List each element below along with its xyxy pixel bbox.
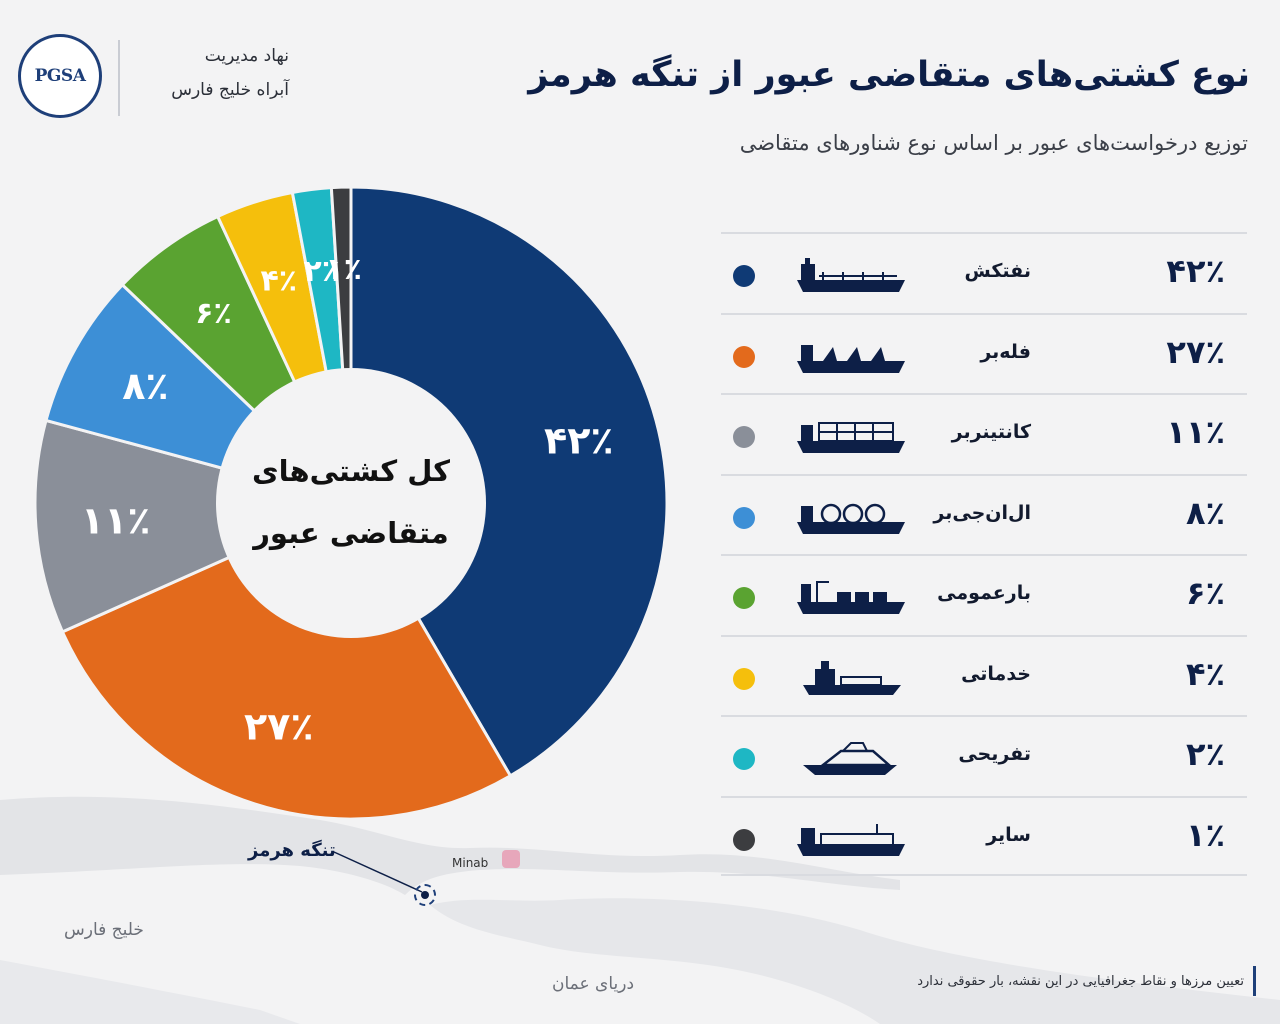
legend-row: فله‌بر ۲۷٪ (721, 312, 1247, 394)
strait-marker-icon (414, 884, 436, 906)
chart-subtitle: توزیع درخواست‌های عبور بر اساس نوع شناور… (739, 131, 1248, 155)
legend-dot (733, 667, 755, 690)
slice-value-label: ۴٪ (260, 263, 297, 298)
slice-value-label: ۲٪ (303, 254, 340, 289)
logo-text: PGSA (34, 66, 86, 86)
organization-name-line1: نهاد مدیریت (204, 46, 289, 66)
logo-divider (118, 40, 120, 116)
legend-row: کانتینربر ۱۱٪ (721, 393, 1247, 474)
disclaimer-bar (1253, 966, 1256, 996)
legend-dot (733, 345, 755, 368)
general-cargo-icon (797, 581, 905, 614)
legend-value: ۴۲٪ (1166, 252, 1225, 290)
legend-dot (733, 587, 755, 609)
strait-label: تنگه هرمز (248, 840, 336, 861)
legend-value: ۱۱٪ (1166, 413, 1225, 451)
bulk-carrier-icon (797, 344, 905, 373)
legend-value: ۶٪ (1185, 574, 1225, 612)
legend-label: کانتینربر (951, 421, 1031, 443)
legend-label: بارعمومی (937, 582, 1031, 604)
land-south (430, 898, 1280, 1024)
legend-dot (733, 828, 755, 851)
land-west (0, 960, 300, 1024)
center-label-line1: کل کشتی‌های (252, 454, 450, 488)
legend-value: ۸٪ (1185, 493, 1225, 532)
legend-value: ۲۷٪ (1166, 332, 1225, 371)
yacht-icon (803, 742, 897, 775)
legend-label: فله‌بر (980, 340, 1031, 363)
legend-dot (733, 426, 755, 448)
strait-leader-line (333, 851, 423, 893)
legend: نفتکش ۴۲٪ فله‌بر ۲۷٪ کانتینربر ۱۱٪ (721, 232, 1247, 876)
legend-value: ۱٪ (1185, 815, 1225, 854)
legend-dot (733, 265, 755, 287)
donut-slice (33, 418, 356, 634)
legend-label: ال‌ان‌جی‌بر (933, 501, 1031, 524)
legend-value: ۲٪ (1185, 735, 1225, 773)
donut-hole (216, 368, 486, 638)
organization-name-line2: آبراه خلیج فارس (171, 80, 289, 100)
legend-dot (733, 506, 755, 529)
organization-logo: PGSA (18, 34, 102, 118)
container-ship-icon (797, 422, 905, 453)
chart-title: نوع کشتی‌های متقاضی عبور از تنگه هرمز (528, 55, 1250, 95)
slice-value-label: ۶٪ (195, 296, 232, 331)
slice-value-label: ۸٪ (122, 364, 168, 408)
legend-value: ۴٪ (1185, 654, 1225, 693)
slice-value-label: ۱۱٪ (81, 498, 151, 542)
city-label: Minab (452, 856, 489, 870)
gulf-label: خلیج فارس (64, 920, 144, 940)
service-vessel-icon (803, 660, 901, 695)
slice-value-label: ۴۲٪ (544, 418, 614, 462)
map-disclaimer: تعیین مرزها و نقاط جغرافیایی در این نقشه… (917, 974, 1244, 989)
center-label-line2: متقاضی عبور (253, 516, 449, 550)
city-icon (502, 850, 520, 868)
oil-tanker-icon (797, 258, 905, 292)
legend-row: نفتکش ۴۲٪ (721, 232, 1247, 313)
legend-row: تفریحی ۲٪ (721, 715, 1247, 796)
legend-label: سایر (986, 823, 1031, 846)
legend-row: بارعمومی ۶٪ (721, 554, 1247, 635)
legend-label: خدماتی (961, 662, 1031, 685)
other-vessel-icon (797, 823, 905, 856)
legend-row: خدماتی ۴٪ (721, 634, 1247, 716)
legend-label: تفریحی (958, 743, 1031, 765)
legend-row: ال‌ان‌جی‌بر ۸٪ (721, 473, 1247, 555)
legend-label: نفتکش (964, 260, 1031, 282)
slice-value-label: ۱٪ (325, 252, 362, 287)
lng-carrier-icon (797, 503, 905, 534)
legend-row: سایر ۱٪ (721, 795, 1247, 876)
donut-slice (349, 185, 669, 778)
sea-label: دریای عمان (552, 974, 635, 994)
donut-center-label: کل کشتی‌های متقاضی عبور (215, 440, 487, 564)
slice-value-label: ۲۷٪ (244, 705, 314, 749)
legend-dot (733, 748, 755, 770)
land-north (0, 796, 900, 895)
